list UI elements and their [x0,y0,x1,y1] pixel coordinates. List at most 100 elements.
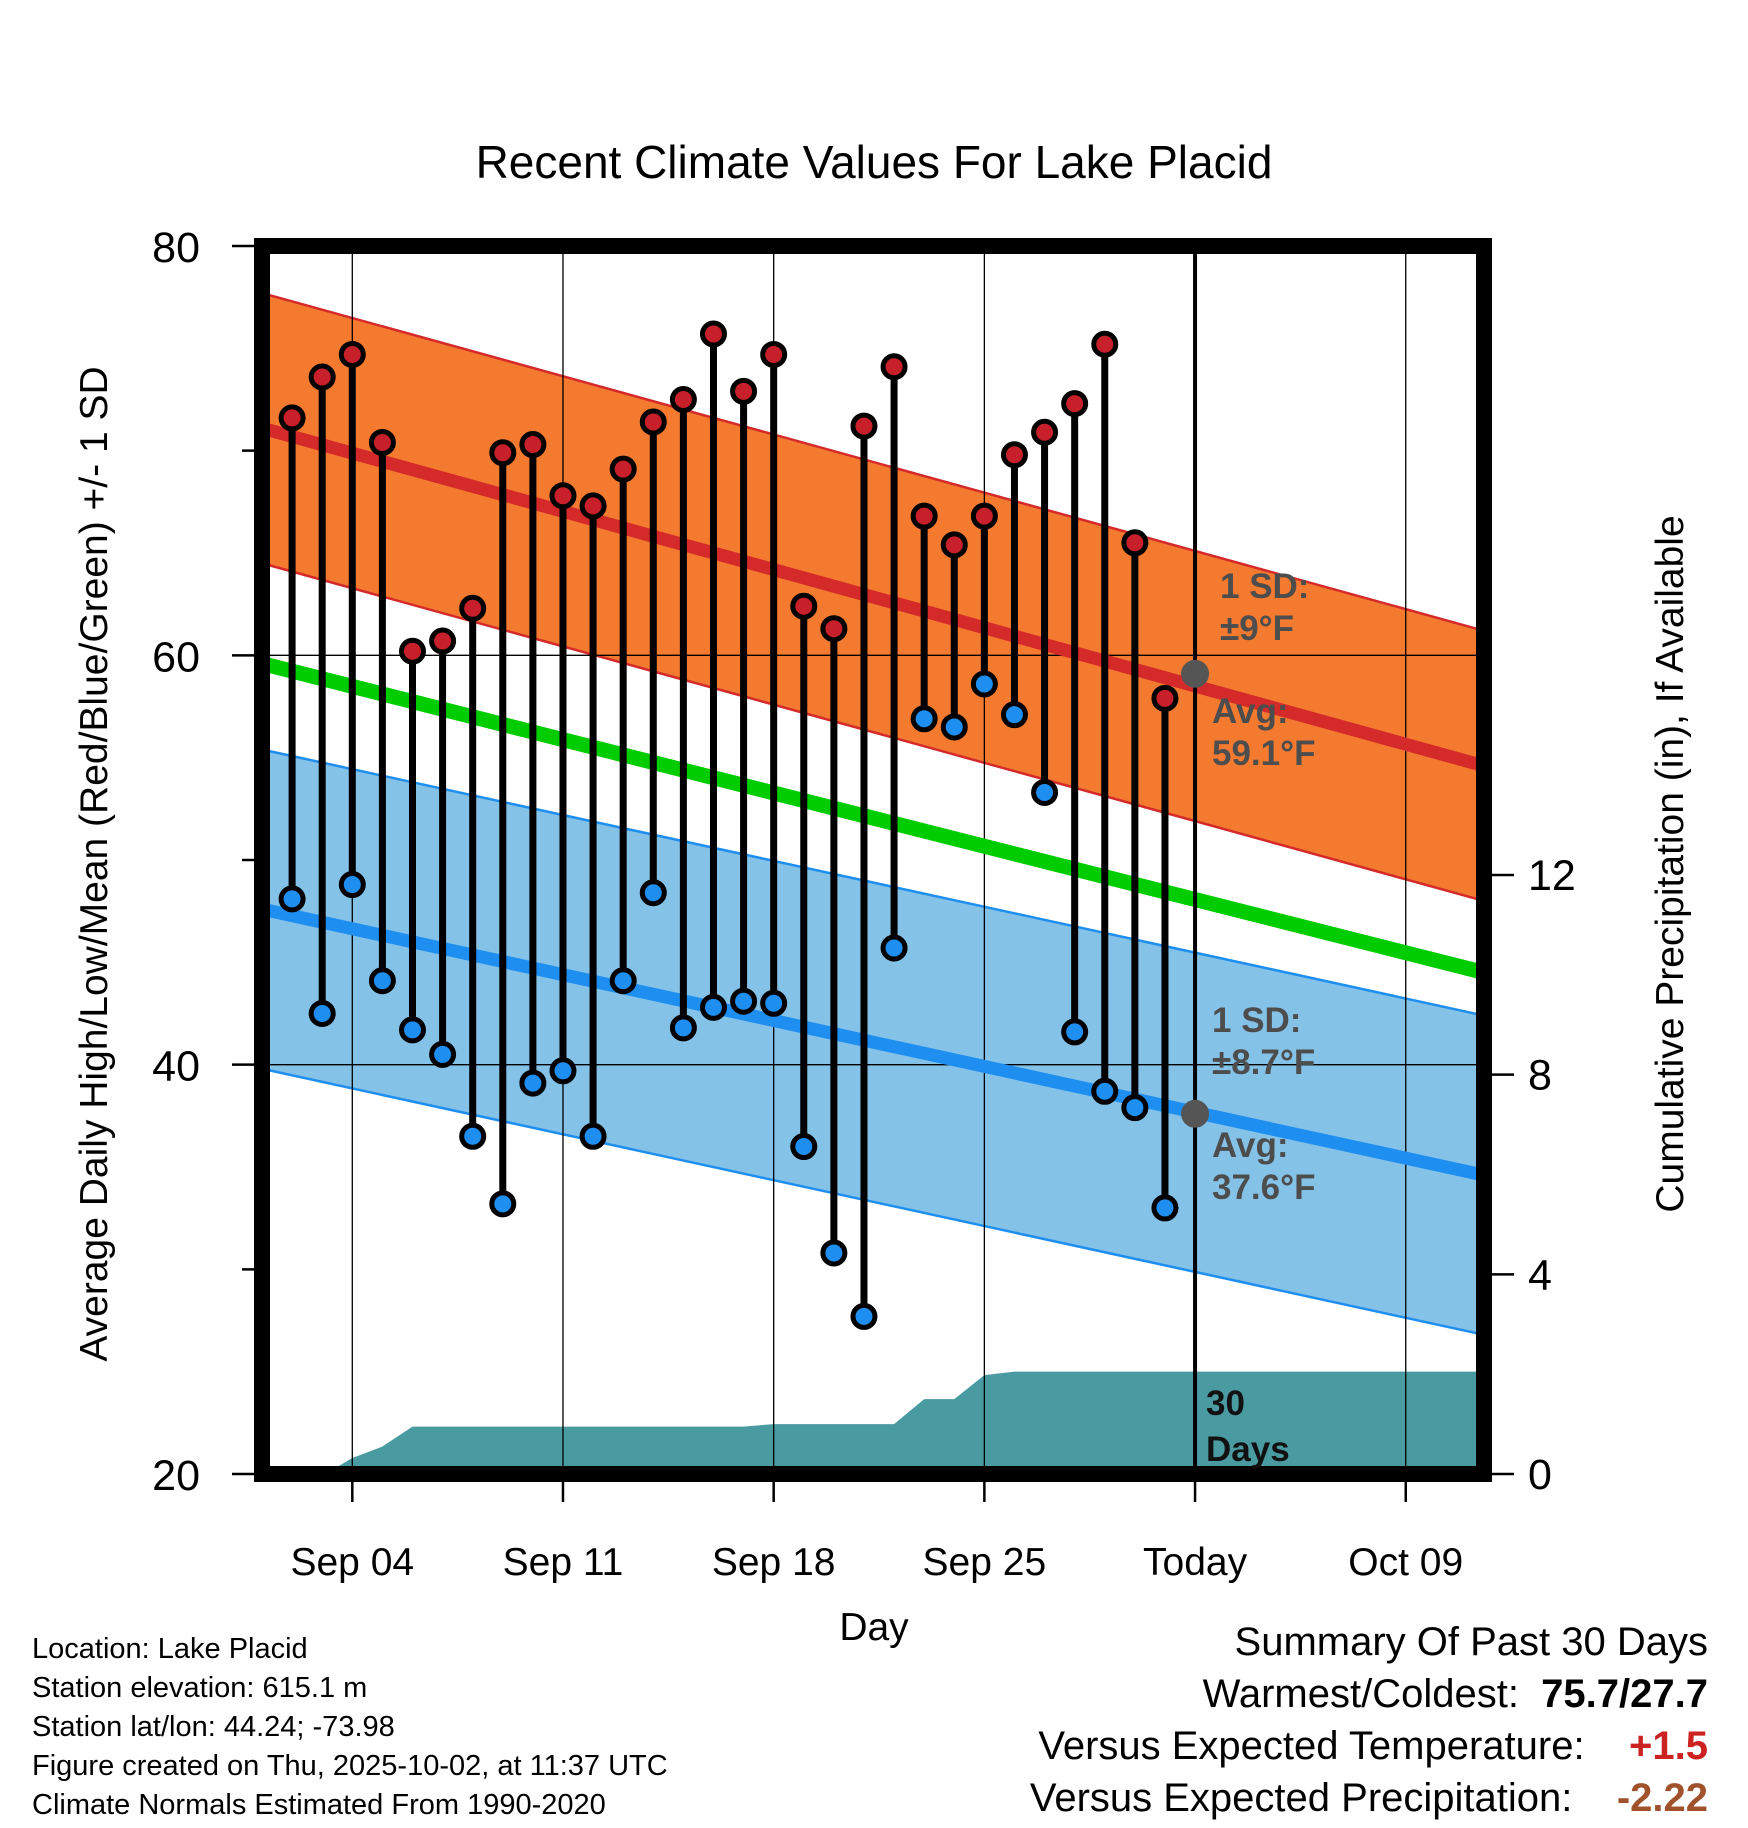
daily-low-point [1031,778,1059,806]
daily-high-point [519,431,547,459]
daily-high-point [850,412,878,440]
daily-low-point [579,1122,607,1150]
daily-low-point [368,967,396,995]
y2-tick-label: 8 [1528,1052,1552,1100]
daily-low-point [880,934,908,962]
daily-high-point [278,404,306,432]
daily-high-point [820,615,848,643]
daily-low-point [790,1133,818,1161]
x-tick-label: Today [1143,1541,1248,1584]
summary-title: Summary Of Past 30 Days [1234,1620,1708,1664]
summary-precip-row: Versus Expected Precipitation: -2.22 [1030,1776,1708,1821]
low-sd-band-upper-edge [261,748,1485,1017]
footer-normals: Climate Normals Estimated From 1990-2020 [32,1789,606,1821]
daily-high-point [549,482,577,510]
daily-high-point [398,637,426,665]
footer-latlon: Station lat/lon: 44.24; -73.98 [32,1711,395,1743]
y-tick-label: 40 [152,1043,200,1091]
footer-created: Figure created on Thu, 2025-10-02, at 11… [32,1750,668,1782]
daily-low-point [278,885,306,913]
low-avg-label: Avg: [1212,1126,1288,1165]
high-sd-label: 1 SD: [1220,567,1309,606]
daily-low-point [549,1057,577,1085]
daily-low-point [1121,1094,1149,1122]
y2-tick-label: 0 [1528,1451,1552,1499]
daily-high-point [760,340,788,368]
daily-low-point [760,989,788,1017]
daily-low-point [1000,701,1028,729]
x-tick-label: Sep 18 [712,1541,836,1584]
daily-low-point [338,871,366,899]
daily-low-point [609,967,637,995]
precip-label: Versus Expected Precipitation: [1029,1776,1573,1820]
y2-tick-label: 12 [1528,852,1576,900]
precip-label-days: Days [1206,1430,1290,1469]
high-avg-label: Avg: [1212,692,1288,731]
low-avg-value: 37.6°F [1212,1168,1316,1207]
daily-low-point [940,713,968,741]
daily-high-point [669,386,697,413]
precip-anomaly-value: -2.22 [1616,1776,1708,1820]
daily-low-point [699,993,727,1021]
y-axis-label: Average Daily High/Low/Mean (Red/Blue/Gr… [73,366,116,1361]
low-sd-value: ±8.7°F [1212,1043,1315,1082]
y2-axis-label: Cumulative Precipitation (in), If Availa… [1649,515,1692,1212]
daily-low-point [1151,1194,1179,1222]
daily-low-point [910,705,938,733]
chart-title: Recent Climate Values For Lake Placid [476,136,1273,188]
daily-high-point [308,363,336,391]
daily-low-point [1091,1077,1119,1105]
daily-low-point [669,1014,697,1042]
warm-cold-label: Warmest/Coldest: [1202,1672,1519,1716]
x-axis-label: Day [839,1606,909,1649]
daily-high-point [880,353,908,381]
precip-label-30: 30 [1206,1384,1245,1423]
footer-location: Location: Lake Placid [32,1633,308,1665]
daily-low-point [850,1302,878,1330]
daily-high-point [699,320,727,348]
daily-high-point [730,377,758,405]
low-sd-label: 1 SD: [1212,1001,1301,1040]
daily-high-point [609,455,637,483]
high-sd-band-upper-edge [261,291,1485,632]
daily-low-point [308,1000,336,1027]
daily-low-point [730,987,758,1015]
daily-high-point [1061,390,1089,418]
low-sd-band-lower-edge [261,1067,1485,1337]
x-tick-label: Oct 09 [1348,1541,1463,1584]
high-avg-value: 59.1°F [1212,734,1316,773]
precipitation-area [262,1371,1484,1474]
daily-high-point [368,428,396,456]
daily-low-point [398,1016,426,1044]
today-high-avg-marker [1181,659,1210,688]
daily-low-point [489,1190,517,1218]
normal-high-line [260,421,1486,773]
x-tick-label: Sep 25 [923,1541,1047,1584]
daily-high-point [1121,529,1149,557]
daily-low-point [429,1040,457,1068]
temp-label: Versus Expected Temperature: [1038,1724,1585,1768]
daily-high-point [1000,441,1028,469]
daily-high-point [459,594,487,622]
daily-high-point [338,340,366,368]
y-tick-label: 60 [152,633,200,681]
temp-anomaly-value: +1.5 [1629,1724,1708,1768]
daily-high-point [910,502,938,530]
y-tick-label: 80 [152,224,200,272]
daily-high-point [1091,330,1119,358]
y2-tick-label: 4 [1528,1251,1552,1299]
daily-low-point [820,1239,848,1267]
daily-low-point [519,1069,547,1097]
footer-elevation: Station elevation: 615.1 m [32,1672,368,1704]
normal-mean-line [260,656,1486,980]
daily-high-point [1151,684,1179,712]
daily-low-point [459,1122,487,1150]
daily-high-point [940,531,968,559]
warm-cold-value: 75.7/27.7 [1541,1672,1708,1716]
summary-warm-cold-row: Warmest/Coldest: 75.7/27.7 [1203,1672,1708,1717]
normal-low-line [260,902,1486,1182]
daily-high-point [970,502,998,530]
x-tick-label: Sep 11 [503,1541,624,1584]
y-tick-label: 20 [152,1452,200,1500]
